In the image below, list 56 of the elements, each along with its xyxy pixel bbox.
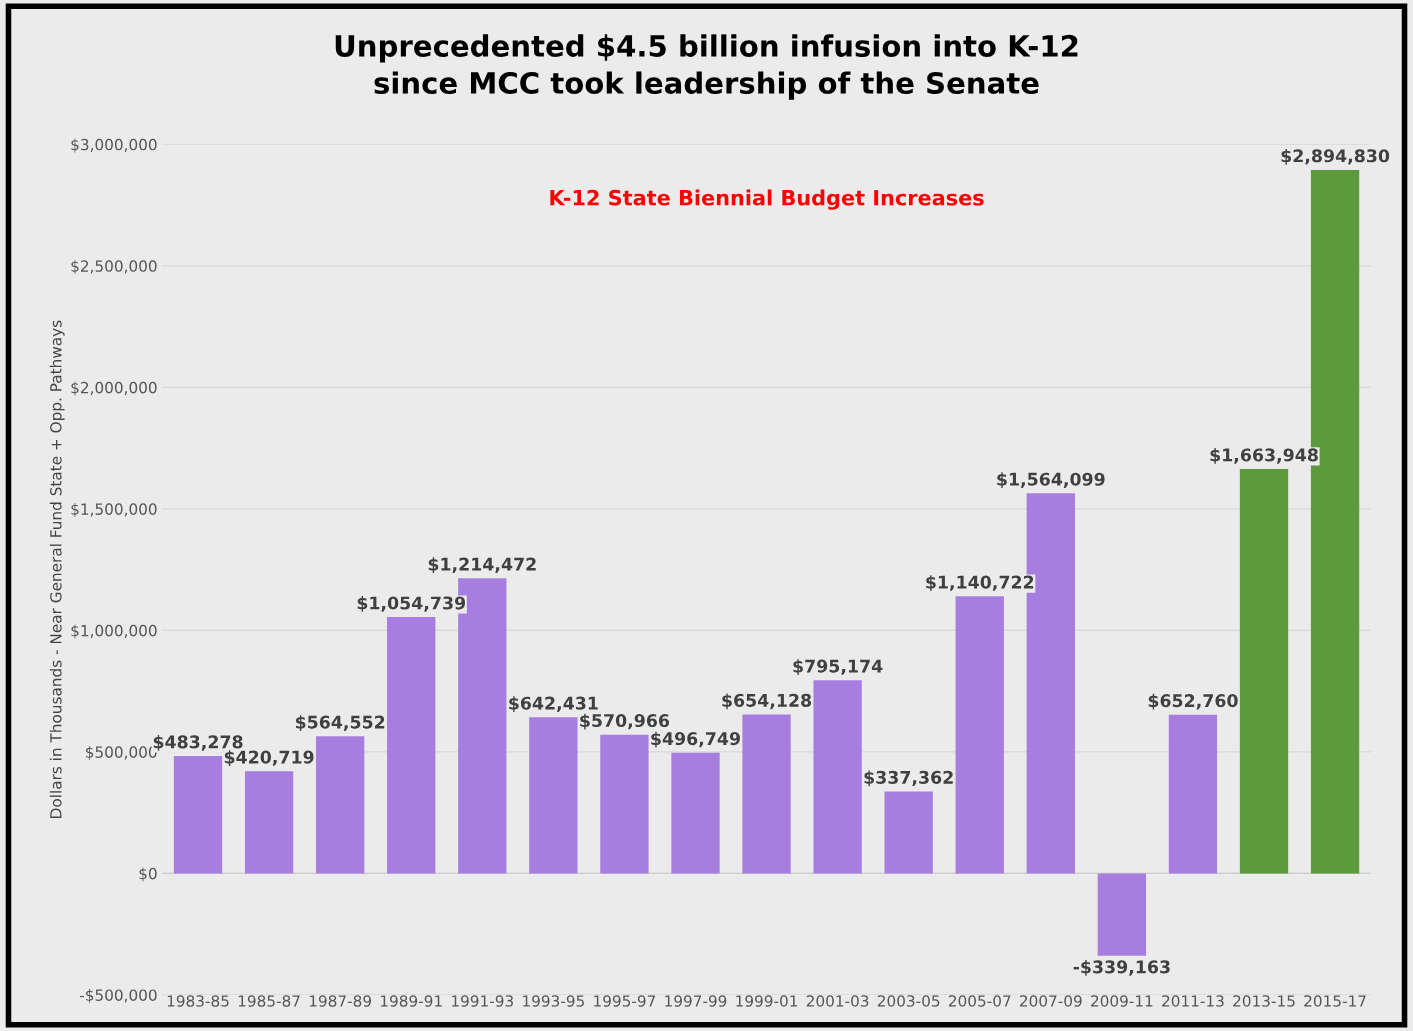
- x-tick-label: 1999-01: [736, 995, 798, 1007]
- data-label: $1,214,472: [428, 557, 536, 574]
- bar: [387, 617, 436, 874]
- bar: [316, 736, 365, 874]
- x-tick-label: 2011-13: [1162, 995, 1224, 1007]
- x-tick-label: 2009-11: [1091, 995, 1153, 1007]
- x-tick-label: 2001-03: [806, 995, 869, 1007]
- x-tick-label: 1987-89: [309, 995, 371, 1007]
- data-label: $564,552: [295, 715, 385, 731]
- data-label: $652,760: [1148, 693, 1238, 710]
- data-label: $642,431: [509, 696, 598, 713]
- y-axis-title: Dollars in Thousands - Near General Fund State + Opp. Pathways: [49, 320, 65, 818]
- y-tick-label: $3,000,000: [71, 138, 157, 153]
- data-label: $795,174: [793, 659, 883, 675]
- bar: [955, 596, 1004, 874]
- data-label: $337,362: [864, 770, 953, 787]
- data-label: $496,749: [651, 731, 740, 748]
- data-label: $1,663,948: [1210, 448, 1318, 464]
- y-tick-label: $2,000,000: [71, 381, 157, 396]
- y-tick-label: $1,000,000: [71, 624, 157, 639]
- bar: [244, 771, 294, 874]
- data-label: $1,054,739: [357, 596, 466, 612]
- bar: [600, 734, 649, 874]
- x-tick-label: 2007-09: [1020, 995, 1082, 1007]
- bar: [1239, 469, 1289, 874]
- bar: [1168, 714, 1218, 874]
- x-tick-label: 2005-07: [948, 995, 1011, 1007]
- y-tick-label: $2,500,000: [71, 260, 157, 274]
- x-tick-label: 2013-15: [1233, 995, 1295, 1007]
- x-tick-label: 2003-05: [877, 995, 940, 1007]
- y-tick-label: $1,500,000: [71, 503, 157, 517]
- chart-title: Unprecedented $4.5 billion infusion into K-12 since MCC took leadership of the Senate: [335, 34, 1078, 100]
- x-tick-label: 1991-93: [452, 995, 513, 1007]
- x-tick-label: 1997-99: [665, 995, 727, 1007]
- data-label: $654,128: [722, 693, 812, 710]
- y-tick-label: -$500,000: [79, 989, 157, 1003]
- x-tick-label: 1989-91: [380, 995, 442, 1007]
- y-tick-label: $0: [139, 867, 157, 882]
- bar: [671, 752, 720, 874]
- x-tick-label: 1985-87: [238, 995, 300, 1007]
- data-label: $420,719: [224, 750, 314, 766]
- x-tick-label: 2015-17: [1304, 995, 1366, 1007]
- data-label: $1,564,099: [997, 472, 1105, 489]
- bar: [813, 680, 862, 874]
- bar: [1097, 873, 1147, 956]
- bar: [742, 714, 791, 874]
- data-label: $1,140,722: [926, 575, 1034, 591]
- bar: [529, 717, 578, 874]
- data-label: -$339,163: [1073, 959, 1170, 976]
- x-tick-label: 1993-95: [523, 995, 584, 1007]
- x-tick-label: 1983-85: [167, 995, 229, 1007]
- text: K-12 State Biennial Budget Increases: [550, 189, 984, 210]
- bar: [884, 791, 933, 874]
- data-label: $2,894,830: [1281, 148, 1390, 165]
- data-label: $570,966: [580, 713, 670, 730]
- x-tick-label: 1995-97: [594, 995, 656, 1007]
